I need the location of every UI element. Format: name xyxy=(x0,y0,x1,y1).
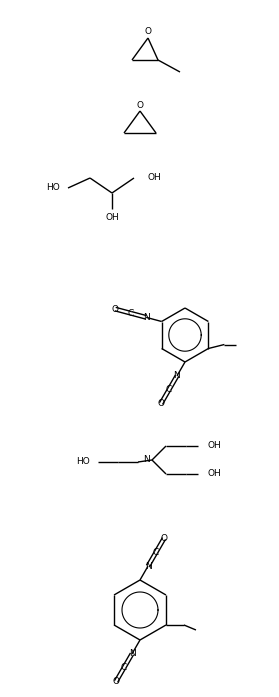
Text: HO: HO xyxy=(76,457,90,466)
Text: OH: OH xyxy=(148,174,162,183)
Text: N: N xyxy=(143,313,150,322)
Text: O: O xyxy=(112,305,119,314)
Text: HO: HO xyxy=(46,183,60,192)
Text: N: N xyxy=(174,372,181,381)
Text: C: C xyxy=(121,664,127,672)
Text: N: N xyxy=(144,456,150,464)
Text: O: O xyxy=(136,100,143,109)
Text: N: N xyxy=(145,562,151,571)
Text: O: O xyxy=(158,399,165,408)
Text: C: C xyxy=(166,385,172,395)
Text: C: C xyxy=(128,309,134,318)
Text: OH: OH xyxy=(208,470,222,479)
Text: N: N xyxy=(129,650,135,659)
Text: O: O xyxy=(145,27,151,36)
Text: O: O xyxy=(160,534,167,543)
Text: O: O xyxy=(112,677,119,686)
Text: C: C xyxy=(153,548,159,557)
Text: OH: OH xyxy=(105,213,119,222)
Text: OH: OH xyxy=(208,441,222,450)
